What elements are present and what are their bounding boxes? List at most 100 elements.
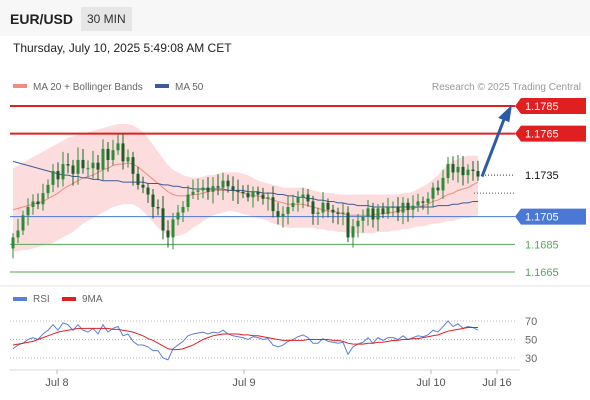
rsi-ma-legend-label: 9MA xyxy=(82,294,103,305)
rsi-tick-30: 30 xyxy=(525,353,537,365)
candle xyxy=(211,186,215,192)
candle xyxy=(356,220,360,227)
level-lines: 1.1785 1.1765 1.1705 1.1685 1.1665 xyxy=(10,98,586,279)
candle xyxy=(251,191,255,198)
candle xyxy=(306,194,310,202)
candle xyxy=(311,201,315,214)
candle xyxy=(246,193,250,198)
candle xyxy=(231,186,235,191)
candle xyxy=(76,159,80,174)
candle xyxy=(446,164,450,178)
candle xyxy=(16,230,20,238)
level-label-bg-1.1765 xyxy=(515,125,586,142)
candle xyxy=(406,202,410,210)
level-label-1.1785: 1.1785 xyxy=(525,101,559,113)
rsi-tick-50: 50 xyxy=(525,335,537,347)
candle xyxy=(291,202,295,207)
candle xyxy=(136,173,140,185)
current-price-label-bg xyxy=(515,167,586,184)
candle xyxy=(176,212,180,220)
candle xyxy=(451,164,455,173)
ma50-legend-label: MA 50 xyxy=(175,82,204,93)
candle xyxy=(66,164,70,166)
candle xyxy=(41,193,45,205)
candle xyxy=(431,187,435,199)
rsi-tick-70: 70 xyxy=(525,316,537,328)
candle xyxy=(81,159,85,169)
candle xyxy=(476,171,480,177)
candle xyxy=(186,194,190,207)
copyright-watermark: Research © 2025 Trading Central xyxy=(432,82,581,93)
forecast-arrow xyxy=(480,116,507,178)
chart-datetime: Thursday, July 10, 2025 5:49:08 AM CET xyxy=(13,41,232,55)
candle xyxy=(461,166,465,176)
candle xyxy=(101,148,105,170)
x-label-Jul-9: Jul 9 xyxy=(232,377,255,389)
instrument-symbol: EUR/USD xyxy=(10,11,74,27)
candle xyxy=(46,184,50,194)
x-label-Jul-8: Jul 8 xyxy=(45,377,68,389)
candle xyxy=(56,171,60,180)
candle xyxy=(216,186,220,188)
candle xyxy=(281,213,285,217)
candle xyxy=(421,201,425,203)
candle xyxy=(21,215,25,231)
candle xyxy=(256,191,260,195)
candle xyxy=(221,180,225,188)
header-bar: EUR/USD 30 MIN xyxy=(0,0,590,36)
rsi-line xyxy=(12,320,479,361)
level-label-1.1705: 1.1705 xyxy=(525,212,559,224)
candle xyxy=(116,143,120,151)
rsi-ma-line xyxy=(12,326,478,351)
candle xyxy=(86,168,90,170)
candle xyxy=(51,171,55,185)
timeframe-button[interactable]: 30 MIN xyxy=(81,7,132,31)
x-axis-labels: Jul 8 Jul 9 Jul 10 Jul 16 xyxy=(45,370,512,389)
candle xyxy=(196,190,200,192)
candle xyxy=(181,206,185,213)
candle xyxy=(361,216,365,221)
candle xyxy=(396,206,400,213)
candle xyxy=(466,169,470,176)
candle xyxy=(296,197,300,203)
candle xyxy=(416,201,420,206)
rsi-ma-legend-swatch xyxy=(62,297,76,301)
candle xyxy=(26,206,30,216)
candle xyxy=(426,198,430,203)
candle xyxy=(141,184,145,188)
candle xyxy=(301,194,305,198)
candle xyxy=(71,165,75,174)
candle xyxy=(381,208,385,214)
level-label-bg-1.1785 xyxy=(515,98,586,114)
candle xyxy=(341,212,345,214)
rsi-legend-label: RSI xyxy=(33,294,50,305)
candle xyxy=(321,202,325,213)
candle xyxy=(106,148,110,160)
candle xyxy=(371,208,375,220)
candle xyxy=(346,212,350,238)
candle xyxy=(171,219,175,238)
candle xyxy=(161,208,165,231)
level-label-1.1765: 1.1765 xyxy=(525,129,559,141)
ma20-line xyxy=(12,162,479,216)
candle xyxy=(226,180,230,187)
candle xyxy=(391,206,395,208)
ma50-line xyxy=(12,160,478,208)
level-label-bg-1.1705 xyxy=(515,208,586,225)
ma50-legend-swatch xyxy=(155,84,169,88)
forecast-arrow-head xyxy=(498,104,512,123)
candle xyxy=(436,187,440,191)
candle xyxy=(206,187,210,192)
candle xyxy=(286,206,290,214)
candle xyxy=(201,187,205,191)
candle xyxy=(111,150,115,160)
x-label-Jul-10: Jul 10 xyxy=(416,377,445,389)
candle xyxy=(31,201,35,207)
candle xyxy=(146,187,150,195)
bollinger-band xyxy=(13,123,478,252)
level-label-1.1665: 1.1665 xyxy=(525,267,559,279)
candle xyxy=(236,190,240,192)
candle xyxy=(276,211,280,217)
candle xyxy=(131,157,135,174)
